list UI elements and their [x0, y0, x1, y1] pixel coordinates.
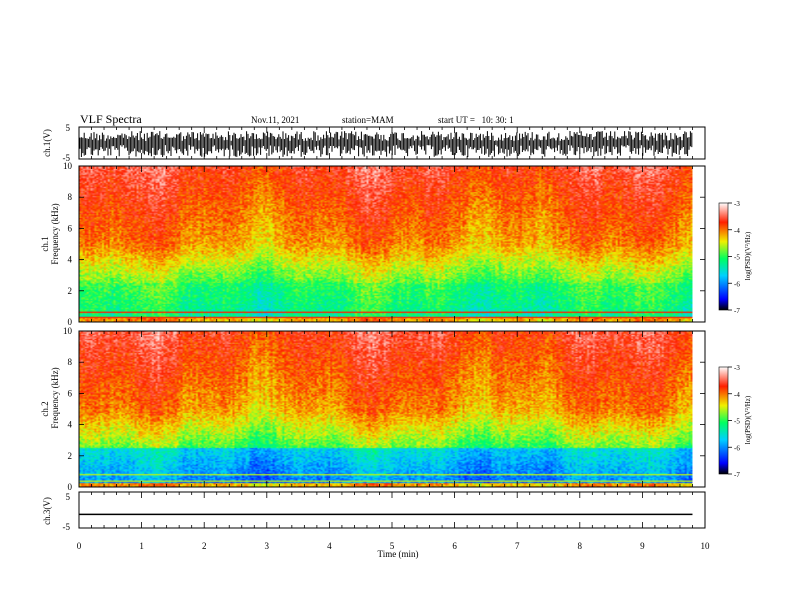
y-tick-label: 10 — [63, 326, 73, 336]
ch2-colorbar-label: log(PSD)(V²/Hz) — [744, 395, 752, 444]
ch1-waveform-trace — [79, 131, 693, 157]
colorbar-tick-label: -3 — [734, 364, 740, 372]
colorbar-tick-label: -4 — [734, 391, 740, 399]
y-tick-label: 10 — [63, 161, 73, 171]
x-tick-label: 6 — [452, 541, 457, 551]
ch3-ytick-top: 5 — [66, 492, 71, 502]
ch2-spectrogram-ylabel: Frequency (kHz) — [50, 367, 60, 428]
ch1-colorbar-label: log(PSD)(V²/Hz) — [744, 231, 752, 280]
x-tick-label: 9 — [640, 541, 645, 551]
ch1-spectrogram-image — [79, 166, 693, 322]
y-tick-label: 2 — [68, 286, 73, 296]
header-station: station=MAM — [342, 115, 394, 125]
ch2-colorbar — [718, 366, 729, 475]
ch1-waveform-ylabel: ch.1(V) — [42, 129, 52, 157]
ch3-waveform-ylabel: ch.3(V) — [42, 497, 52, 525]
colorbar-tick-label: -4 — [734, 227, 740, 235]
ch1-spectrogram-ylabel: Frequency (kHz) — [50, 203, 60, 264]
header-start: start UT = 10: 30: 1 — [438, 115, 514, 125]
y-tick-label: 2 — [68, 451, 73, 461]
x-tick-label: 3 — [265, 541, 270, 551]
ch2-spectrogram-image — [79, 331, 693, 487]
header-date: Nov.11, 2021 — [251, 115, 299, 125]
colorbar-tick-label: -7 — [734, 307, 740, 315]
colorbar-tick-label: -5 — [734, 418, 740, 426]
x-axis-label: Time (min) — [378, 549, 419, 559]
y-tick-label: 0 — [68, 482, 73, 492]
x-tick-label: 8 — [578, 541, 583, 551]
ch1-spectrogram-channel-label: ch.1 — [40, 236, 50, 251]
y-tick-label: 6 — [68, 388, 73, 398]
ch2-spectrogram-channel-label: ch.2 — [40, 401, 50, 416]
y-tick-label: 0 — [68, 317, 73, 327]
header-title: VLF Spectra — [80, 112, 142, 126]
x-tick-label: 1 — [139, 541, 144, 551]
y-tick-label: 8 — [68, 192, 73, 202]
y-tick-label: 4 — [68, 255, 73, 265]
colorbar-tick-label: -6 — [734, 280, 740, 288]
ch3-ytick-bottom: -5 — [63, 522, 71, 532]
y-tick-label: 4 — [68, 420, 73, 430]
x-tick-label: 7 — [515, 541, 520, 551]
y-tick-label: 8 — [68, 357, 73, 367]
x-tick-label: 10 — [701, 541, 711, 551]
ch1-ytick-top: 5 — [66, 123, 71, 133]
colorbar-tick-label: -6 — [734, 444, 740, 452]
x-tick-label: 4 — [327, 541, 332, 551]
x-tick-label: 2 — [202, 541, 207, 551]
ch1-colorbar — [718, 202, 729, 311]
colorbar-tick-label: -5 — [734, 254, 740, 262]
colorbar-tick-label: -7 — [734, 471, 740, 479]
ch1-ytick-bottom: -5 — [63, 153, 71, 163]
x-tick-label: 5 — [390, 541, 395, 551]
colorbar-tick-label: -3 — [734, 200, 740, 208]
x-tick-label: 0 — [77, 541, 82, 551]
y-tick-label: 6 — [68, 223, 73, 233]
